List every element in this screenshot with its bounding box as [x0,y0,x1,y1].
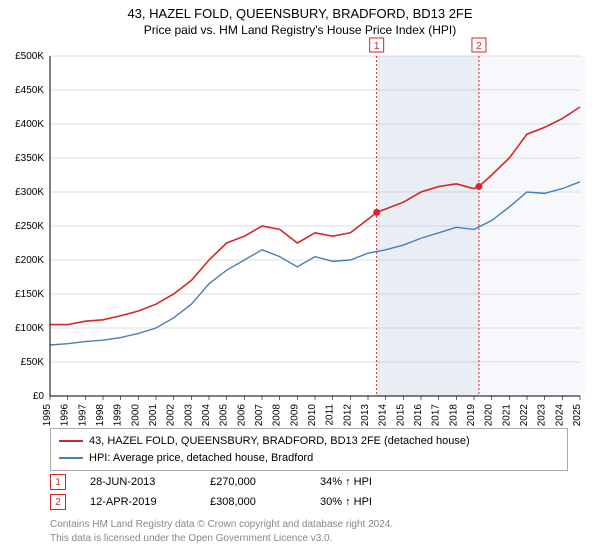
transaction-date: 28-JUN-2013 [90,476,210,488]
svg-text:£250K: £250K [15,221,44,232]
svg-text:2017: 2017 [431,404,442,427]
chart-title: 43, HAZEL FOLD, QUEENSBURY, BRADFORD, BD… [0,0,600,21]
svg-text:2002: 2002 [166,404,177,427]
svg-text:£0: £0 [33,391,45,402]
svg-text:£500K: £500K [15,51,44,62]
svg-text:2015: 2015 [395,404,406,427]
svg-text:2025: 2025 [572,404,583,427]
svg-text:£450K: £450K [15,85,44,96]
svg-text:1997: 1997 [77,404,88,427]
transaction-delta: 34% ↑ HPI [320,476,430,488]
svg-text:2: 2 [476,41,482,52]
svg-text:2019: 2019 [466,404,477,427]
transaction-marker: 1 [50,474,66,490]
chart-container: 43, HAZEL FOLD, QUEENSBURY, BRADFORD, BD… [0,0,600,560]
svg-text:1996: 1996 [60,404,71,427]
svg-text:£150K: £150K [15,289,44,300]
svg-text:1995: 1995 [42,404,53,427]
svg-text:2012: 2012 [342,404,353,427]
legend-label: HPI: Average price, detached house, Brad… [89,450,313,467]
transaction-price: £308,000 [210,496,320,508]
transaction-row: 2 12-APR-2019£308,00030% ↑ HPI [50,492,570,512]
svg-text:£200K: £200K [15,255,44,266]
footer-line2: This data is licensed under the Open Gov… [50,532,570,546]
transaction-row: 1 28-JUN-2013£270,00034% ↑ HPI [50,472,570,492]
svg-text:2005: 2005 [219,404,230,427]
transaction-date: 12-APR-2019 [90,496,210,508]
legend-swatch [59,457,83,459]
footer-line1: Contains HM Land Registry data © Crown c… [50,518,570,532]
legend-label: 43, HAZEL FOLD, QUEENSBURY, BRADFORD, BD… [89,433,470,450]
svg-text:2014: 2014 [378,404,389,427]
svg-text:£300K: £300K [15,187,44,198]
svg-text:£50K: £50K [21,357,45,368]
svg-text:2009: 2009 [289,404,300,427]
svg-text:1998: 1998 [95,404,106,427]
svg-text:1999: 1999 [113,404,124,427]
svg-text:2016: 2016 [413,404,424,427]
transaction-marker: 2 [50,494,66,510]
chart-subtitle: Price paid vs. HM Land Registry's House … [0,21,600,37]
svg-text:1: 1 [374,41,380,52]
legend: 43, HAZEL FOLD, QUEENSBURY, BRADFORD, BD… [50,428,568,471]
svg-text:2018: 2018 [448,404,459,427]
legend-swatch [59,440,83,442]
svg-text:2023: 2023 [537,404,548,427]
svg-text:2024: 2024 [554,404,565,427]
svg-text:2006: 2006 [236,404,247,427]
svg-text:2008: 2008 [272,404,283,427]
svg-text:£350K: £350K [15,153,44,164]
svg-text:2013: 2013 [360,404,371,427]
transactions-table: 1 28-JUN-2013£270,00034% ↑ HPI 2 12-APR-201… [50,472,570,512]
svg-text:2022: 2022 [519,404,530,427]
svg-text:2004: 2004 [201,404,212,427]
legend-item: 43, HAZEL FOLD, QUEENSBURY, BRADFORD, BD… [59,433,559,450]
legend-item: HPI: Average price, detached house, Brad… [59,450,559,467]
svg-text:2011: 2011 [325,404,336,426]
footer-attribution: Contains HM Land Registry data © Crown c… [50,518,570,545]
svg-text:2020: 2020 [484,404,495,427]
chart-plot: £0£50K£100K£150K£200K£250K£300K£350K£400… [50,56,580,416]
svg-text:2010: 2010 [307,404,318,427]
svg-text:2007: 2007 [254,404,265,427]
svg-text:£400K: £400K [15,119,44,130]
transaction-price: £270,000 [210,476,320,488]
svg-text:£100K: £100K [15,323,44,334]
svg-text:2000: 2000 [130,404,141,427]
svg-text:2001: 2001 [148,404,159,427]
svg-text:2003: 2003 [183,404,194,427]
svg-text:2021: 2021 [501,404,512,427]
transaction-delta: 30% ↑ HPI [320,496,430,508]
